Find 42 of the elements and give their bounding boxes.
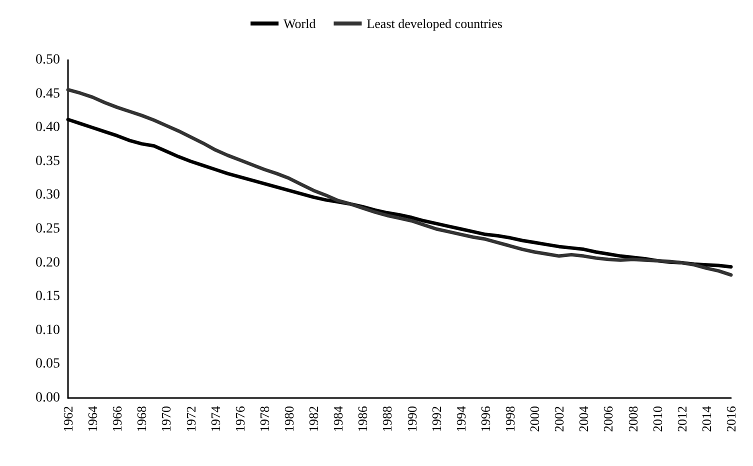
x-tick-label: 1980 <box>282 406 296 432</box>
x-tick-label: 1972 <box>183 406 198 432</box>
x-tick-label: 1968 <box>134 406 150 432</box>
x-tick-label: 2012 <box>674 406 690 432</box>
x-tick-label: 1988 <box>380 406 395 432</box>
x-tick-label: 1984 <box>330 406 346 432</box>
y-tick-label: 0.40 <box>36 120 60 136</box>
x-tick-label: 1966 <box>110 406 125 432</box>
x-tick-label: 2016 <box>724 406 738 432</box>
x-tick-label: 2014 <box>698 406 714 432</box>
x-tick-label: 1992 <box>428 406 444 432</box>
y-tick-label: 0.10 <box>36 322 60 338</box>
x-tick-label: 2006 <box>600 406 616 432</box>
y-tick-label: 0.25 <box>36 222 60 236</box>
y-tick-label: 0.15 <box>36 289 60 304</box>
x-tick-label: 1978 <box>256 406 272 432</box>
x-tick-label: 1994 <box>453 406 468 432</box>
x-tick-label: 2004 <box>576 406 592 432</box>
x-tick-label: 1962 <box>60 406 76 432</box>
x-tick-label: 2008 <box>625 406 640 432</box>
y-tick-label: 0.45 <box>36 86 60 102</box>
y-tick-label: 0.50 <box>36 52 60 68</box>
x-tick-label: 1964 <box>85 406 100 432</box>
y-tick-label: 0.00 <box>36 390 60 406</box>
x-tick-label: 1996 <box>478 406 493 432</box>
x-tick-label: 1998 <box>502 406 518 432</box>
x-tick-label: 2000 <box>527 406 542 432</box>
y-tick-label: 0.35 <box>36 154 60 169</box>
x-tick-label: 2010 <box>650 406 665 432</box>
x-tick-label: 1974 <box>208 406 223 432</box>
x-tick-label: 2002 <box>552 406 567 432</box>
y-tick-label: 0.05 <box>36 356 60 372</box>
line-series <box>66 88 733 277</box>
x-tick-label: 1976 <box>232 406 248 432</box>
legend-label: World <box>284 16 316 31</box>
x-tick-label: 1982 <box>306 406 322 432</box>
y-tick-label: 0.30 <box>36 188 60 203</box>
x-tick-label: 1986 <box>355 406 370 432</box>
legend-label: Least developed countries <box>366 16 502 31</box>
x-tick-label: 1970 <box>158 406 174 432</box>
y-tick-label: 0.20 <box>36 255 60 270</box>
x-tick-label: 1990 <box>404 406 420 432</box>
